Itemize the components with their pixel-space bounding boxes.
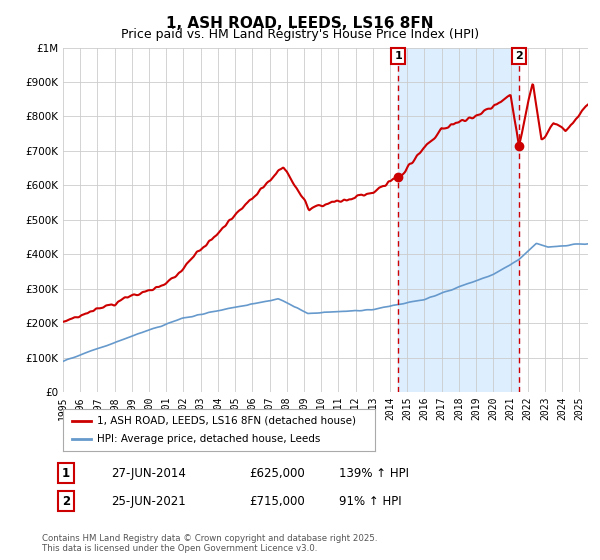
Bar bbox=[398, 48, 519, 392]
Text: 25-JUN-2021: 25-JUN-2021 bbox=[111, 494, 186, 508]
Text: £625,000: £625,000 bbox=[249, 466, 305, 480]
Text: £715,000: £715,000 bbox=[249, 494, 305, 508]
Text: Price paid vs. HM Land Registry's House Price Index (HPI): Price paid vs. HM Land Registry's House … bbox=[121, 28, 479, 41]
Text: 139% ↑ HPI: 139% ↑ HPI bbox=[339, 466, 409, 480]
Text: 2: 2 bbox=[62, 494, 70, 508]
Text: 1, ASH ROAD, LEEDS, LS16 8FN: 1, ASH ROAD, LEEDS, LS16 8FN bbox=[166, 16, 434, 31]
Text: Contains HM Land Registry data © Crown copyright and database right 2025.
This d: Contains HM Land Registry data © Crown c… bbox=[42, 534, 377, 553]
Text: HPI: Average price, detached house, Leeds: HPI: Average price, detached house, Leed… bbox=[97, 434, 320, 444]
Text: 27-JUN-2014: 27-JUN-2014 bbox=[111, 466, 186, 480]
Text: 1, ASH ROAD, LEEDS, LS16 8FN (detached house): 1, ASH ROAD, LEEDS, LS16 8FN (detached h… bbox=[97, 416, 356, 426]
Text: 2: 2 bbox=[515, 51, 523, 61]
Text: 1: 1 bbox=[62, 466, 70, 480]
Text: 91% ↑ HPI: 91% ↑ HPI bbox=[339, 494, 401, 508]
Text: 1: 1 bbox=[395, 51, 403, 61]
